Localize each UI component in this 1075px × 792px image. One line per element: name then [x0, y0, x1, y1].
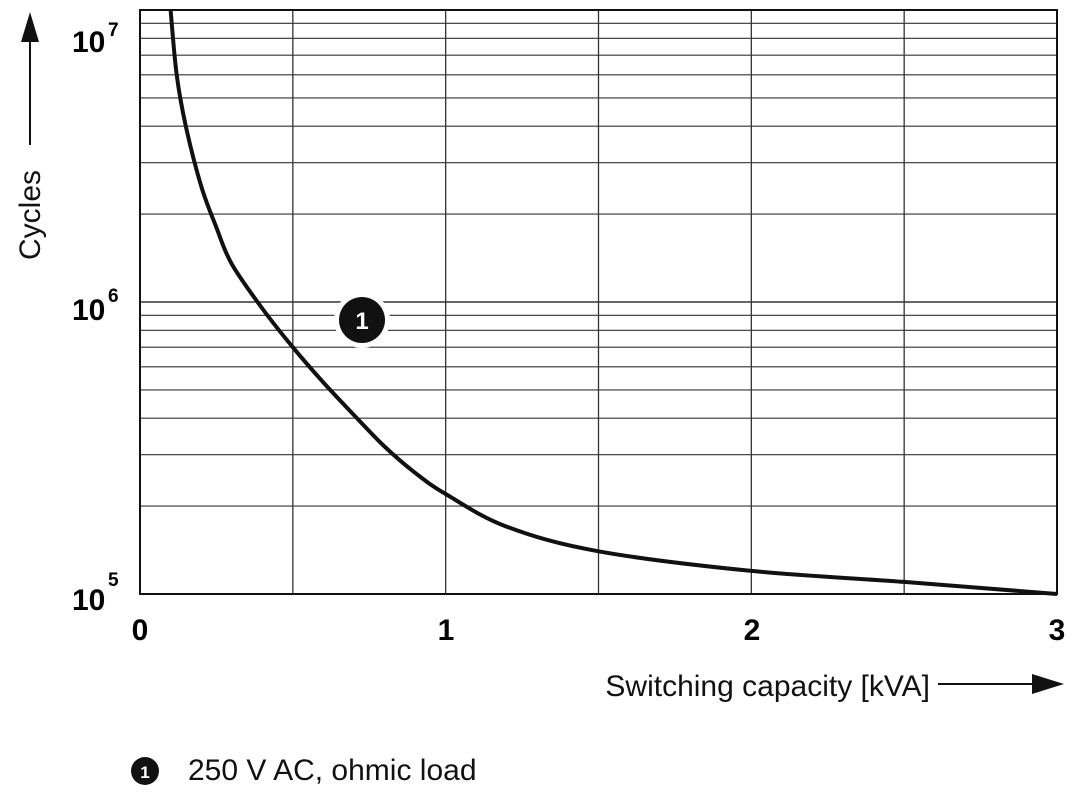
grid [139, 9, 1058, 595]
y-axis-arrow-icon [21, 12, 39, 42]
x-tick-label-2: 2 [744, 614, 761, 647]
y-tick-exp: 6 [108, 286, 119, 307]
x-tick-label-1: 1 [438, 614, 455, 647]
x-tick-label-0: 0 [132, 614, 149, 647]
series-marker-1: 1 [334, 292, 390, 348]
x-axis-title: Switching capacity [kVA] [605, 670, 930, 703]
legend-marker-label: 1 [140, 763, 149, 782]
legend-marker-circle [131, 757, 159, 785]
series-marker-circle [339, 297, 385, 343]
x-axis-arrow-icon [1032, 674, 1064, 694]
series-line-1 [168, 9, 1058, 596]
y-tick-exp: 5 [108, 570, 119, 591]
x-tick-label-3: 3 [1049, 614, 1066, 647]
y-tick-base: 10 [72, 584, 105, 617]
y-tick-base: 10 [72, 26, 105, 59]
y-tick-label-1e6: 10 6 [72, 286, 119, 327]
y-tick-label-1e5: 10 5 [72, 570, 119, 617]
y-tick-exp: 7 [108, 20, 119, 41]
plot-frame [139, 9, 1058, 595]
y-axis-title: Cycles [14, 170, 47, 260]
legend-text: 250 V AC, ohmic load [188, 754, 477, 787]
series-marker-label: 1 [355, 308, 368, 335]
y-tick-label-1e7: 10 7 [72, 20, 119, 59]
curve-layer [168, 9, 1058, 596]
y-tick-base: 10 [72, 294, 105, 327]
legend: 1 250 V AC, ohmic load [131, 754, 477, 787]
